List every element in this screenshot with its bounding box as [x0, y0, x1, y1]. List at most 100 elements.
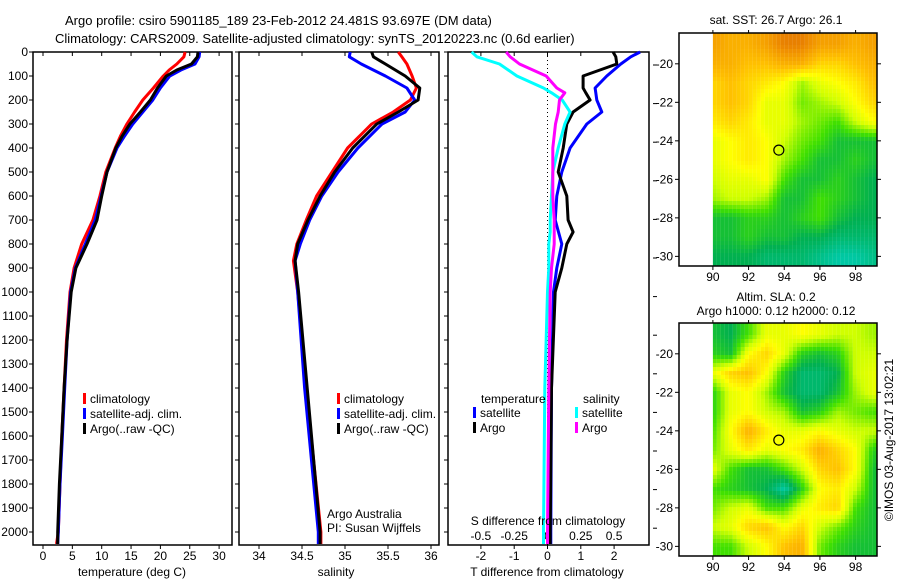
- map-cell: [720, 81, 725, 85]
- map-cell: [856, 121, 861, 125]
- map-cell: [860, 343, 865, 347]
- map-cell: [800, 475, 805, 479]
- map-cell: [752, 41, 757, 45]
- map-cell: [756, 117, 761, 121]
- map-cell: [820, 221, 825, 225]
- map-cell: [860, 45, 865, 49]
- map-cell: [824, 375, 829, 379]
- map-cell: [808, 519, 813, 523]
- map-cell: [760, 109, 765, 113]
- map-cell: [768, 463, 773, 467]
- map-cell: [860, 133, 865, 137]
- map-cell: [840, 395, 845, 399]
- map-cell: [752, 37, 757, 41]
- map-cell: [844, 37, 849, 41]
- map-cell: [712, 185, 717, 189]
- map-cell: [760, 213, 765, 217]
- map-cell: [748, 359, 753, 363]
- map-cell: [796, 451, 801, 455]
- map-cell: [784, 189, 789, 193]
- map-cell: [824, 49, 829, 53]
- map-cell: [728, 37, 733, 41]
- map-cell: [728, 105, 733, 109]
- map-cell: [828, 535, 833, 539]
- map-cell: [860, 189, 865, 193]
- map-cell: [744, 539, 749, 543]
- map-cell: [804, 323, 809, 327]
- map-cell: [828, 463, 833, 467]
- map-cell: [780, 523, 785, 527]
- map-cell: [868, 241, 873, 245]
- map-cell: [840, 359, 845, 363]
- map-cell: [860, 89, 865, 93]
- map-cell: [836, 443, 841, 447]
- map-cell: [792, 101, 797, 105]
- map-cell: [760, 61, 765, 65]
- map-cell: [792, 97, 797, 101]
- map-cell: [736, 105, 741, 109]
- map-cell: [792, 161, 797, 165]
- map-cell: [872, 181, 877, 185]
- map-cell: [768, 479, 773, 483]
- map-cell: [812, 483, 817, 487]
- map-cell: [872, 245, 877, 249]
- map-cell: [716, 487, 721, 491]
- map-cell: [832, 487, 837, 491]
- map-cell: [832, 359, 837, 363]
- map-cell: [792, 331, 797, 335]
- map-cell: [848, 37, 853, 41]
- map-cell: [816, 487, 821, 491]
- map-cell: [852, 395, 857, 399]
- map-cell: [784, 443, 789, 447]
- map-cell: [716, 511, 721, 515]
- map-cell: [724, 257, 729, 261]
- map-cell: [796, 45, 801, 49]
- map-cell: [740, 153, 745, 157]
- map-cell: [716, 363, 721, 367]
- map-cell: [752, 347, 757, 351]
- map-cell: [788, 213, 793, 217]
- map-cell: [796, 157, 801, 161]
- map-cell: [760, 467, 765, 471]
- map-cell: [832, 113, 837, 117]
- map-cell: [816, 479, 821, 483]
- map-cell: [808, 157, 813, 161]
- map-cell: [860, 237, 865, 241]
- map-cell: [820, 483, 825, 487]
- map-cell: [860, 197, 865, 201]
- map-cell: [796, 407, 801, 411]
- map-cell: [716, 97, 721, 101]
- map-cell: [840, 125, 845, 129]
- map-cell: [756, 113, 761, 117]
- map-cell: [788, 137, 793, 141]
- map-cell: [828, 351, 833, 355]
- map-cell: [812, 57, 817, 61]
- map-cell: [856, 77, 861, 81]
- map-cell: [804, 343, 809, 347]
- map-cell: [788, 455, 793, 459]
- map-cell: [828, 161, 833, 165]
- map-cell: [724, 121, 729, 125]
- map-cell: [820, 427, 825, 431]
- map-cell: [752, 249, 757, 253]
- map-cell: [744, 153, 749, 157]
- map-cell: [764, 371, 769, 375]
- map-cell: [864, 507, 869, 511]
- map-cell: [808, 205, 813, 209]
- map-cell: [784, 359, 789, 363]
- map-cell: [776, 431, 781, 435]
- map-cell: [760, 225, 765, 229]
- map-cell: [812, 113, 817, 117]
- map-cell: [872, 205, 877, 209]
- map-cell: [820, 173, 825, 177]
- map-cell: [864, 97, 869, 101]
- map-cell: [784, 125, 789, 129]
- map-cell: [712, 475, 717, 479]
- map-cell: [784, 253, 789, 257]
- map-cell: [716, 241, 721, 245]
- map-cell: [836, 165, 841, 169]
- map-cell: [808, 69, 813, 73]
- map-cell: [844, 125, 849, 129]
- map-cell: [772, 523, 777, 527]
- map-cell: [720, 97, 725, 101]
